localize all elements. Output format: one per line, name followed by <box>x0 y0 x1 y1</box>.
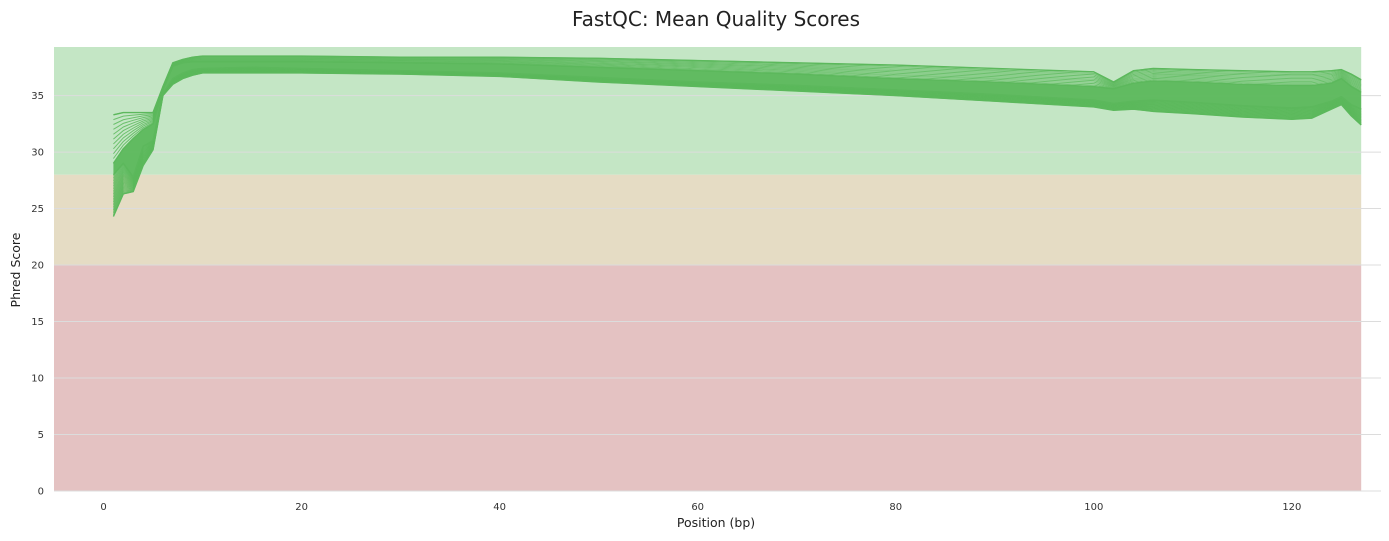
x-tick-label: 40 <box>493 502 506 513</box>
x-axis-ticks: 0 20 40 60 80 100 120 <box>100 502 1301 513</box>
series-envelope <box>113 61 1362 177</box>
chart-title: FastQC: Mean Quality Scores <box>572 7 860 31</box>
y-tick-label: 25 <box>31 204 44 215</box>
series-line-2 <box>112 66 1362 178</box>
x-tick-label: 100 <box>1084 502 1103 513</box>
x-axis-label: Position (bp) <box>677 515 755 530</box>
quality-bands <box>54 47 1362 491</box>
series-lines <box>112 55 1362 217</box>
series-line-3 <box>112 72 1362 217</box>
series-line-0 <box>113 55 1362 116</box>
y-tick-label: 0 <box>38 487 44 498</box>
x-tick-label: 20 <box>295 502 308 513</box>
y-tick-label: 5 <box>38 430 44 441</box>
y-tick-label: 35 <box>31 91 44 102</box>
x-tick-label: 0 <box>100 502 106 513</box>
y-tick-label: 10 <box>31 374 44 385</box>
series-line-1 <box>112 60 1362 164</box>
y-tick-label: 20 <box>31 261 44 272</box>
series-core-fill <box>113 61 1362 177</box>
y-axis-ticks: 0 5 10 15 20 25 30 35 <box>31 91 44 497</box>
y-tick-label: 30 <box>31 148 44 159</box>
y-tick-label: 15 <box>31 317 44 328</box>
quality-band-1 <box>54 174 1362 266</box>
x-tick-label: 60 <box>691 502 704 513</box>
x-tick-label: 120 <box>1282 502 1301 513</box>
x-tick-label: 80 <box>889 502 902 513</box>
y-axis-label: Phred Score <box>8 232 23 307</box>
